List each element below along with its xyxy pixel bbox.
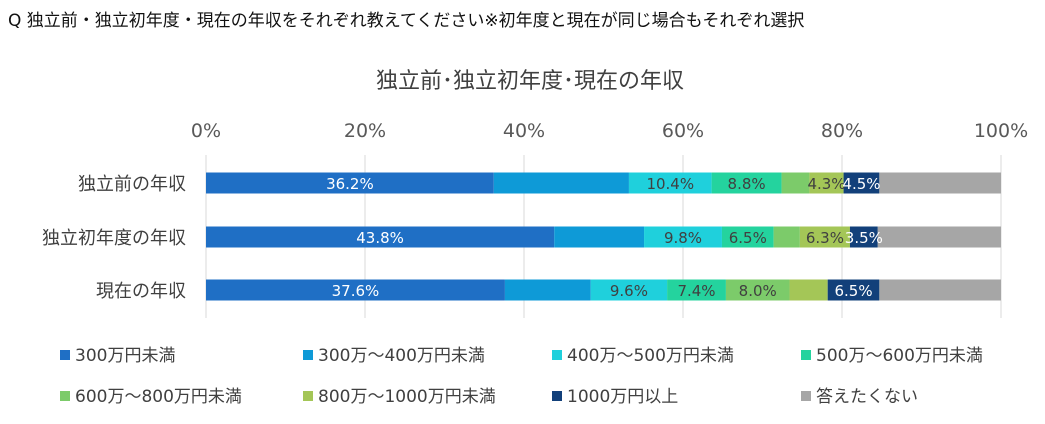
data-label: 9.6% (610, 282, 648, 300)
legend-label: 500万～600万円未満 (816, 346, 983, 366)
legend-label: 800万～1000万円未満 (318, 387, 496, 407)
bar-segment (877, 226, 1001, 248)
data-label: 6.5% (729, 229, 767, 247)
bar-segment (799, 226, 850, 248)
x-tick-label: 80% (821, 120, 863, 142)
category-label: 独立前の年収 (78, 174, 186, 195)
legend: 300万円未満 300万～400万円未満 400万～500万円未満 500万～600万… (60, 346, 983, 407)
data-label: 3.5% (845, 229, 883, 247)
legend-label: 1000万円以上 (567, 387, 678, 407)
bar-segment (644, 226, 722, 248)
data-label: 4.3% (807, 175, 845, 193)
data-label: 10.4% (646, 175, 694, 193)
bar-segment (849, 226, 878, 248)
data-labels: 36.2% 10.4% 8.8% 4.3%4.5%43.8% 9.8% 6.5% 6.3% 3… (326, 175, 883, 300)
bar-segment (827, 279, 880, 301)
legend-swatch (60, 391, 70, 401)
x-tick-label: 60% (662, 120, 704, 142)
bar-segment (879, 172, 1001, 194)
data-label: 6.5% (834, 282, 872, 300)
bar-segment (773, 226, 800, 248)
legend-label: 300万円未満 (75, 346, 175, 366)
bar-segment (628, 172, 712, 194)
legend-swatch (303, 391, 313, 401)
bar-segment (879, 279, 1001, 301)
bar-segment (843, 172, 880, 194)
bar-segment (711, 172, 782, 194)
data-label: 43.8% (356, 229, 404, 247)
bar-segment (789, 279, 828, 301)
legend-swatch (60, 350, 70, 360)
bar-segment (667, 279, 726, 301)
bar-segment (504, 279, 591, 301)
category-label: 現在の年収 (96, 281, 186, 302)
data-label: 4.5% (842, 175, 880, 193)
x-tick-label: 40% (503, 120, 545, 142)
legend-swatch (801, 391, 811, 401)
legend-swatch (552, 391, 562, 401)
legend-swatch (552, 350, 562, 360)
legend-swatch (801, 350, 811, 360)
legend-label: 300万～400万円未満 (318, 346, 485, 366)
legend-swatch (303, 350, 313, 360)
data-label: 8.8% (728, 175, 766, 193)
legend-label: 答えたくない (816, 387, 918, 407)
chart-title: 独立前･独立初年度･現在の年収 (376, 69, 684, 94)
data-label: 6.3% (806, 229, 844, 247)
bar-segment (781, 172, 810, 194)
bar-segment (725, 279, 790, 301)
question-text: Q 独立前・独立初年度・現在の年収をそれぞれ教えてください※初年度と現在が同じ場… (8, 11, 805, 31)
bar-segment (206, 279, 505, 301)
bar-segment (721, 226, 774, 248)
legend-label: 400万～500万円未満 (567, 346, 734, 366)
bars (206, 172, 1001, 301)
bar-segment (590, 279, 668, 301)
bar-segment (809, 172, 844, 194)
data-label: 7.4% (677, 282, 715, 300)
bar-segment (206, 226, 555, 248)
category-label: 独立初年度の年収 (42, 228, 186, 249)
x-tick-label: 20% (344, 120, 386, 142)
x-tick-label: 100% (974, 120, 1028, 142)
data-label: 9.8% (664, 229, 702, 247)
axis: 独立前･独立初年度･現在の年収 0% 20% 40% 60% 80% 100% 独立前の年収独… (42, 69, 1028, 302)
bar-segment (493, 172, 629, 194)
bar-segment (206, 172, 494, 194)
data-label: 8.0% (739, 282, 777, 300)
legend-label: 600万～800万円未満 (75, 387, 242, 407)
data-label: 36.2% (326, 175, 374, 193)
bar-segment (554, 226, 645, 248)
x-tick-label: 0% (191, 120, 221, 142)
data-label: 37.6% (332, 282, 380, 300)
